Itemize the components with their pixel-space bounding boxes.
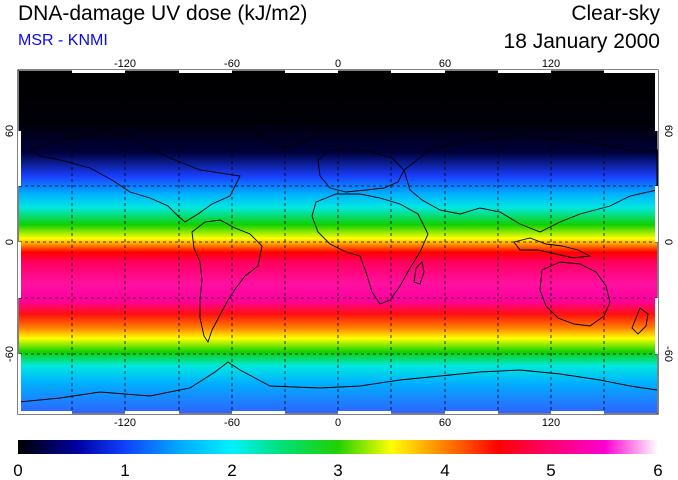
coastline-australia (539, 261, 611, 327)
frame-bar-bottom-1 (18, 411, 72, 414)
frame-bar-right-3 (655, 298, 658, 354)
coastline-north-america (28, 131, 241, 223)
frame-bar-top-1 (72, 70, 125, 73)
colorbar: 0 1 2 3 4 5 6 (13, 440, 663, 480)
coastline-new-zealand (631, 307, 649, 335)
lon-label-top-minus60: -60 (224, 58, 240, 70)
frame-bar-top-3 (285, 70, 338, 73)
frame-bar-right-2 (655, 186, 658, 242)
lon-label-top-minus120: -120 (114, 58, 136, 70)
lon-label-bottom-0: 0 (335, 417, 341, 429)
latitude-labels-right: 60 0 -60 (662, 125, 674, 362)
coastline-greenland (249, 111, 321, 149)
map-title: DNA-damage UV dose (kJ/m2) (18, 2, 308, 25)
coastline-antarctica (18, 361, 658, 403)
colorbar-labels: 0 1 2 3 4 5 6 (13, 461, 662, 480)
frame-bar-top-6 (604, 70, 658, 73)
lat-label-right-0: 0 (662, 239, 674, 245)
colorbar-label-5: 5 (546, 461, 555, 480)
frame-bar-left-2 (18, 242, 21, 298)
lat-label-left-0: 0 (4, 239, 16, 245)
colorbar-label-3: 3 (333, 461, 342, 480)
latitude-labels-left: 60 0 -60 (4, 125, 16, 362)
coastline-asia (403, 135, 658, 233)
lon-label-top-120: 120 (542, 58, 560, 70)
frame-scale-bars (18, 70, 658, 414)
colorbar-strip (18, 440, 658, 454)
lat-label-left-minus60: -60 (4, 346, 16, 362)
coastline-madagascar (413, 261, 425, 285)
coastline-indonesia (513, 237, 592, 259)
coastline-africa (311, 193, 429, 305)
world-map: -120 -60 0 60 120 -120 -60 0 60 120 60 0… (4, 58, 674, 429)
frame-bar-right-1 (655, 71, 658, 131)
lat-label-right-minus60: -60 (662, 346, 674, 362)
colorbar-label-1: 1 (120, 461, 129, 480)
longitude-labels-bottom: -120 -60 0 60 120 (114, 417, 560, 429)
lon-label-top-0: 0 (335, 58, 341, 70)
colorbar-label-0: 0 (13, 461, 22, 480)
lat-label-left-60: 60 (4, 125, 16, 137)
frame-bar-bottom-4 (338, 411, 391, 414)
lon-label-bottom-minus60: -60 (224, 417, 240, 429)
coastline-europe (317, 147, 405, 193)
frame-bar-bottom-6 (551, 411, 604, 414)
frame-bar-left-1 (18, 131, 21, 186)
longitude-labels-top: -120 -60 0 60 120 (114, 58, 560, 70)
colorbar-label-2: 2 (227, 461, 236, 480)
lon-label-bottom-minus120: -120 (114, 417, 136, 429)
frame-bar-top-5 (498, 70, 551, 73)
colorbar-label-4: 4 (440, 461, 449, 480)
frame-bar-bottom-2 (125, 411, 179, 414)
lon-label-bottom-60: 60 (439, 417, 451, 429)
coastline-south-america (191, 219, 263, 344)
graticule (19, 71, 657, 413)
lat-label-right-60: 60 (662, 125, 674, 137)
colorbar-label-6: 6 (653, 461, 662, 480)
frame-bar-top-4 (391, 70, 445, 73)
lon-label-top-60: 60 (439, 58, 451, 70)
frame-bar-top-2 (179, 70, 232, 73)
frame-bar-bottom-3 (232, 411, 285, 414)
frame-bar-left-3 (18, 354, 21, 411)
frame-bar-bottom-5 (445, 411, 498, 414)
sky-condition: Clear-sky (571, 2, 660, 25)
map-date: 18 January 2000 (503, 30, 660, 53)
map-source: MSR - KNMI (18, 32, 108, 49)
lon-label-bottom-120: 120 (542, 417, 560, 429)
